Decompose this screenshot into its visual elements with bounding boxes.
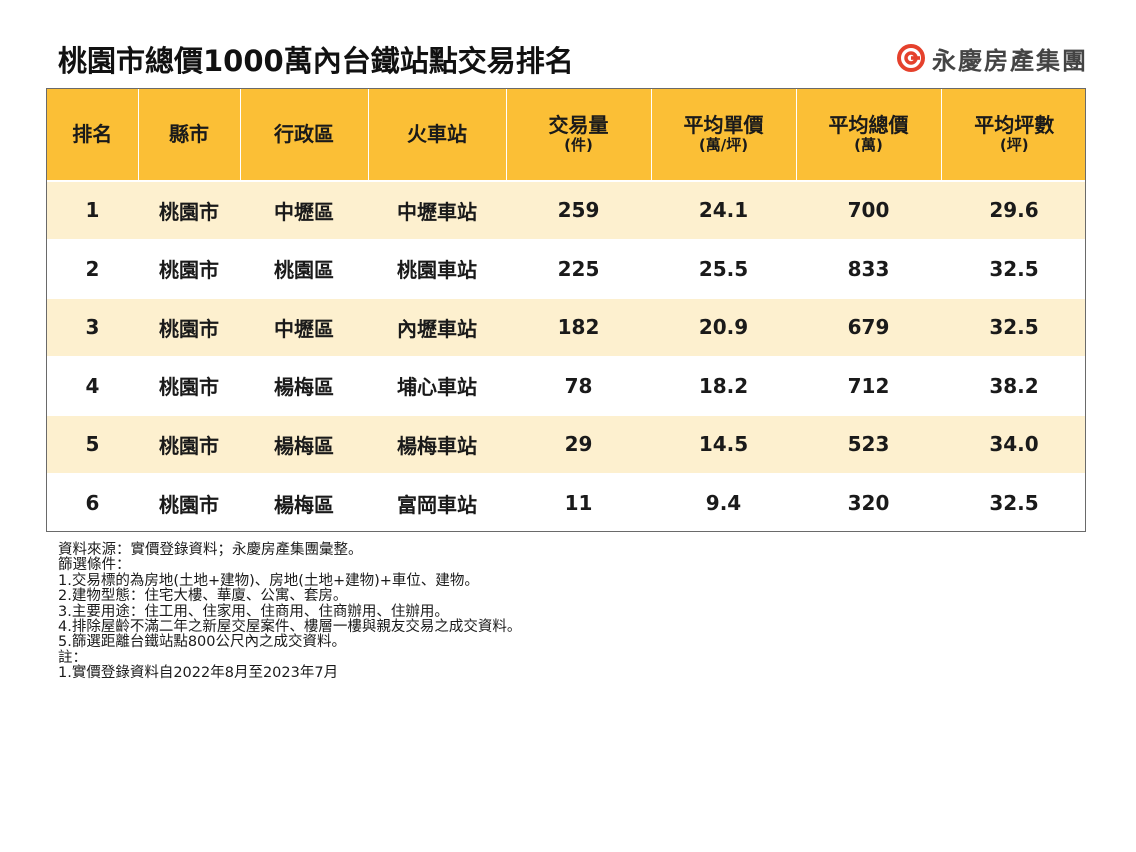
footnote-line: 篩選條件：: [58, 557, 131, 574]
column-header: 行政區: [240, 89, 369, 181]
table-row: 1 桃園市 中壢區 中壢車站 259 24.1 700 29.6: [47, 181, 1085, 240]
table-cell: 桃園市: [159, 492, 219, 517]
table-cell: 桃園市: [159, 199, 219, 224]
column-header: 縣市: [138, 89, 241, 181]
table-cell: 25.5: [698, 256, 749, 281]
table-cell: 24.1: [698, 198, 749, 223]
table-cell: 679: [847, 315, 890, 340]
table-row: 5 桃園市 楊梅區 楊梅車站 29 14.5 523 34.0: [47, 415, 1085, 474]
footnote-line: 資料來源：實價登錄資料；永慶房產集團彙整。: [58, 542, 363, 558]
column-header: 平均單價 (萬/坪): [651, 89, 797, 181]
table-cell: 29: [564, 432, 593, 457]
table-cell: 中壢區: [274, 316, 334, 341]
table-cell: 桃園市: [159, 316, 219, 341]
table-cell: 182: [557, 315, 600, 340]
table-cell: 32.5: [989, 315, 1039, 340]
footnote-line: 2.建物型態：住宅大樓、華廈、公寓、套房。: [58, 588, 348, 605]
table-cell: 楊梅區: [274, 492, 334, 517]
table-row: 4 桃園市 楊梅區 埔心車站 78 18.2 712 38.2: [47, 356, 1085, 415]
page-title: 桃園市總價1000萬內台鐵站點交易排名: [58, 44, 574, 78]
table-cell: 523: [847, 432, 890, 457]
column-header: 排名: [47, 89, 139, 181]
footnote-line: 1.實價登錄資料自2022年8月至2023年7月: [58, 665, 339, 682]
table-cell: 桃園市: [159, 375, 219, 400]
footnote-line: 1.交易標的為房地(土地+建物)、房地(土地+建物)+車位、建物。: [58, 572, 479, 589]
table-cell: 桃園區: [274, 258, 334, 283]
table-header-row: 排名 縣市 行政區 火車站 交易量 (件) 平均單價 (萬/坪) 平均總價 (萬) 平…: [47, 89, 1085, 181]
table-cell: 34.0: [989, 432, 1039, 457]
table-cell: 中壢車站: [397, 199, 477, 224]
table-cell: 中壢區: [274, 199, 334, 224]
table-cell: 桃園車站: [397, 258, 477, 283]
table-cell: 3: [85, 315, 100, 340]
column-header: 平均總價 (萬): [796, 89, 942, 181]
table-cell: 14.5: [698, 432, 749, 457]
column-unit: (萬): [854, 136, 883, 155]
table-cell: 桃園市: [159, 433, 219, 458]
footnotes: 資料來源：實價登錄資料；永慶房產集團彙整。 篩選條件： 1.交易標的為房地(土地+建…: [58, 542, 522, 682]
table-cell: 700: [847, 198, 890, 223]
column-unit: (坪): [999, 136, 1029, 155]
table-cell: 833: [847, 256, 890, 281]
table-row: 3 桃園市 中壢區 內壢車站 182 20.9 679 32.5: [47, 298, 1085, 357]
table-cell: 225: [557, 256, 600, 281]
column-unit: (件): [564, 136, 593, 155]
table-cell: 11: [564, 491, 593, 516]
footnote-line: 4.排除屋齡不滿二年之新屋交屋案件、樓層一樓與親友交易之成交資料。: [58, 619, 522, 636]
table-cell: 78: [564, 373, 593, 398]
ranking-table: 排名 縣市 行政區 火車站 交易量 (件) 平均單價 (萬/坪) 平均總價 (萬) 平…: [46, 88, 1086, 532]
column-header: 平均坪數 (坪): [941, 89, 1085, 181]
table-cell: 4: [85, 373, 100, 398]
table-cell: 20.9: [698, 315, 749, 340]
table-row: 2 桃園市 桃園區 桃園車站 225 25.5 833 32.5: [47, 239, 1085, 298]
table-cell: 9.4: [705, 491, 742, 516]
table-cell: 2: [85, 256, 100, 281]
table-cell: 楊梅區: [274, 375, 334, 400]
footnote-line: 5.篩選距離台鐵站點800公尺內之成交資料。: [58, 634, 347, 651]
table-cell: 29.6: [989, 198, 1039, 223]
table-cell: 32.5: [989, 491, 1039, 516]
table-cell: 楊梅車站: [397, 433, 477, 458]
table-cell: 18.2: [698, 373, 749, 398]
column-header: 交易量 (件): [506, 89, 652, 181]
table-cell: 1: [85, 198, 100, 223]
yungching-logo-icon: [897, 44, 925, 72]
table-cell: 內壢車站: [397, 316, 477, 341]
column-unit: (萬/坪): [698, 136, 749, 155]
table-cell: 埔心車站: [397, 375, 477, 400]
table-cell: 5: [85, 432, 100, 457]
table-cell: 桃園市: [159, 258, 219, 283]
footnote-line: 3.主要用途：住工用、住家用、住商用、住商辦用、住辦用。: [58, 603, 449, 620]
table-cell: 320: [847, 491, 890, 516]
table-cell: 富岡車站: [397, 492, 477, 517]
table-cell: 38.2: [989, 373, 1039, 398]
table-cell: 楊梅區: [274, 433, 334, 458]
column-header: 火車站: [368, 89, 507, 181]
brand-name: 永慶房產集團: [932, 46, 1088, 75]
table-cell: 32.5: [989, 256, 1039, 281]
table-cell: 259: [557, 198, 600, 223]
table-cell: 712: [847, 373, 890, 398]
table-row: 6 桃園市 楊梅區 富岡車站 11 9.4 320 32.5: [47, 473, 1085, 531]
brand: 永慶房產集團: [896, 40, 1088, 76]
table-cell: 6: [85, 491, 100, 516]
footnote-line: 註：: [58, 649, 87, 666]
